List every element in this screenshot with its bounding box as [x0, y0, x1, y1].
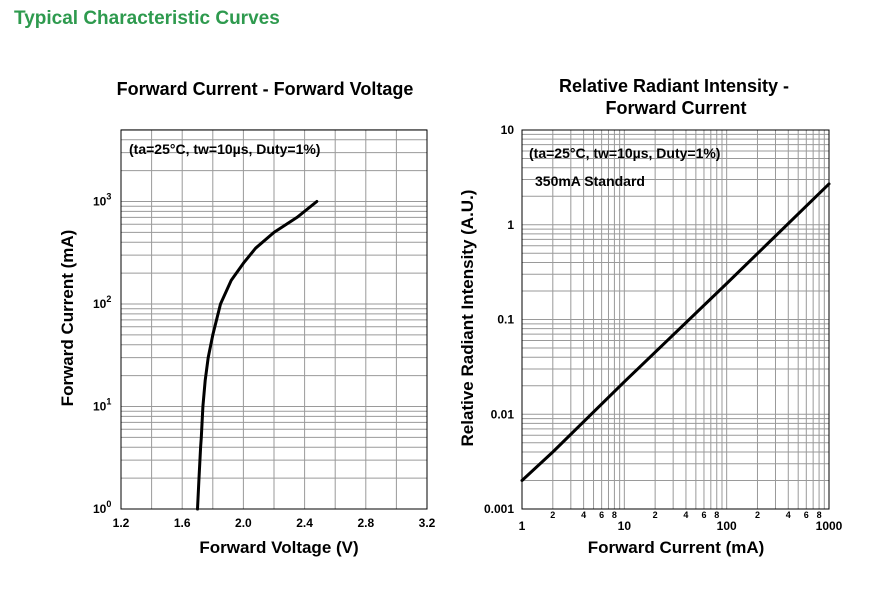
intensity-x-minor-tick-label: 8	[817, 510, 822, 520]
iv-x-tick-label: 3.2	[419, 516, 436, 530]
iv-chart-grid	[120, 129, 428, 510]
intensity-x-minor-tick-label: 4	[581, 510, 586, 520]
intensity-x-minor-tick-label: 6	[599, 510, 604, 520]
intensity-x-minor-tick-label: 4	[786, 510, 791, 520]
intensity-x-minor-tick-label: 8	[612, 510, 617, 520]
intensity-chart-title-line2: Forward Current	[605, 98, 746, 118]
iv-chart-y-ticks: 100 101 102 103	[93, 192, 111, 517]
intensity-chart-y-ticks: 0.001 0.01 0.1 1 10	[484, 123, 514, 516]
intensity-x-tick-label: 1000	[816, 519, 843, 533]
iv-y-tick-label: 103	[93, 192, 111, 209]
intensity-y-tick-label: 10	[501, 123, 515, 137]
intensity-chart-x-label: Forward Current (mA)	[588, 538, 765, 557]
intensity-chart-series	[520, 182, 831, 482]
iv-x-tick-label: 1.6	[174, 516, 191, 530]
intensity-chart-annotation-2: 350mA Standard	[535, 173, 645, 189]
intensity-y-tick-label: 1	[507, 218, 514, 232]
iv-chart-annotation: (ta=25°C, tw=10µs, Duty=1%)	[129, 141, 320, 157]
iv-chart-series	[196, 200, 319, 511]
iv-chart-x-ticks: 1.2 1.6 2.0 2.4 2.8 3.2	[113, 516, 436, 530]
iv-chart-x-label: Forward Voltage (V)	[199, 538, 358, 557]
iv-chart-frame	[120, 129, 428, 510]
iv-x-tick-label: 2.8	[357, 516, 374, 530]
intensity-x-minor-tick-label: 2	[550, 510, 555, 520]
intensity-x-minor-tick-label: 2	[653, 510, 658, 520]
iv-chart: Forward Current - Forward Voltage (ta=25…	[58, 79, 436, 557]
intensity-x-tick-label: 1	[519, 519, 526, 533]
iv-y-tick-label: 101	[93, 397, 111, 414]
intensity-y-tick-label: 0.001	[484, 502, 514, 516]
intensity-x-minor-tick-label: 8	[714, 510, 719, 520]
intensity-x-tick-label: 100	[717, 519, 737, 533]
iv-chart-y-label: Forward Current (mA)	[58, 230, 77, 407]
intensity-chart-annotation: (ta=25°C, tw=10µs, Duty=1%)	[529, 145, 720, 161]
intensity-x-minor-tick-label: 2	[755, 510, 760, 520]
intensity-chart-y-label: Relative Radiant Intensity (A.U.)	[458, 190, 477, 447]
iv-y-tick-label: 100	[93, 499, 111, 516]
iv-x-tick-label: 2.0	[235, 516, 252, 530]
iv-x-tick-label: 1.2	[113, 516, 130, 530]
intensity-x-minor-tick-label: 6	[701, 510, 706, 520]
intensity-x-minor-tick-label: 6	[804, 510, 809, 520]
intensity-y-tick-label: 0.01	[491, 407, 515, 421]
iv-x-tick-label: 2.4	[296, 516, 313, 530]
intensity-chart: Relative Radiant Intensity - Forward Cur…	[458, 76, 843, 557]
intensity-chart-frame	[521, 129, 830, 510]
iv-curve	[196, 200, 319, 511]
intensity-x-minor-tick-label: 4	[683, 510, 688, 520]
iv-y-tick-label: 102	[93, 294, 111, 311]
iv-chart-title: Forward Current - Forward Voltage	[117, 79, 414, 99]
intensity-chart-title-line1: Relative Radiant Intensity -	[559, 76, 789, 96]
intensity-y-tick-label: 0.1	[497, 313, 514, 327]
intensity-curve	[520, 182, 831, 482]
page-title: Typical Characteristic Curves	[14, 8, 280, 29]
intensity-x-tick-label: 10	[618, 519, 632, 533]
